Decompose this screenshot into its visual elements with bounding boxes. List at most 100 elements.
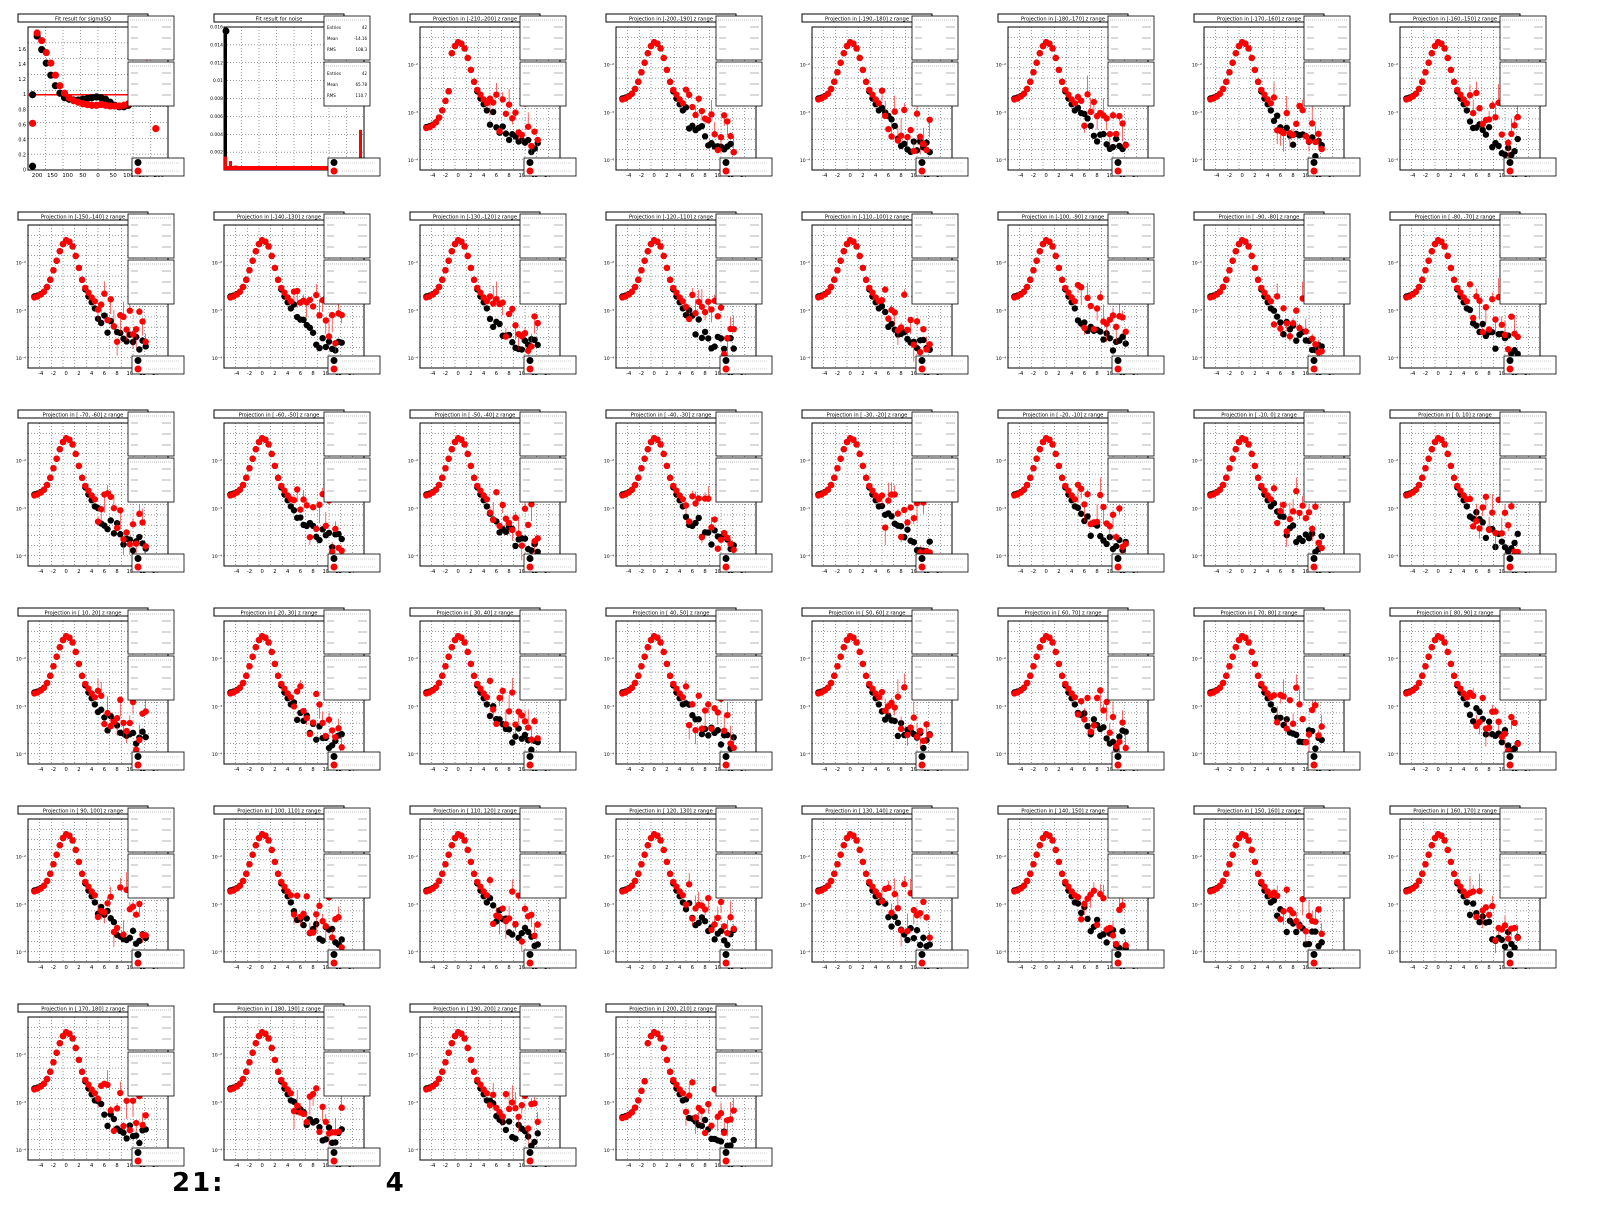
legend-marker-black bbox=[722, 357, 730, 364]
x-tick-label: -2 bbox=[1227, 173, 1232, 179]
x-tick-label: -2 bbox=[51, 767, 56, 773]
data-point-red bbox=[901, 684, 908, 691]
data-point-red bbox=[1299, 106, 1306, 114]
y-tick-label: 10⁻² bbox=[408, 657, 418, 663]
data-point-red bbox=[461, 639, 468, 646]
data-point-red bbox=[1084, 294, 1091, 302]
x-tick-label: 8 bbox=[311, 569, 314, 575]
data-point-red bbox=[82, 680, 89, 688]
data-point-red bbox=[916, 348, 924, 356]
x-tick-label: 4 bbox=[678, 569, 682, 575]
data-point-black bbox=[705, 335, 712, 342]
data-point-red bbox=[907, 316, 914, 324]
data-point-red bbox=[1422, 465, 1429, 472]
data-point-red bbox=[322, 522, 330, 530]
y-tick-label: 10⁻⁴ bbox=[1388, 752, 1398, 758]
legend-marker-red bbox=[722, 761, 730, 769]
data-point-black bbox=[1103, 141, 1110, 148]
data-point-black bbox=[1485, 718, 1493, 725]
data-point-red bbox=[82, 878, 89, 886]
data-point-red bbox=[1289, 720, 1297, 727]
y-tick-label: 10⁻² bbox=[212, 855, 222, 861]
data-point-black bbox=[881, 308, 889, 316]
x-tick-label: 2 bbox=[77, 965, 80, 971]
data-point-black bbox=[486, 315, 494, 323]
data-point-red bbox=[75, 462, 83, 470]
data-point-red bbox=[50, 663, 57, 670]
data-point-red bbox=[1242, 436, 1249, 443]
data-point-red bbox=[679, 496, 687, 503]
data-point-red bbox=[512, 322, 519, 329]
chart-panel-8: Projection in [-150,-140] z range10⁻²10⁻… bbox=[16, 211, 185, 377]
data-point-red bbox=[1302, 739, 1310, 746]
data-point-black bbox=[1498, 538, 1506, 545]
y-tick-label: 10⁻² bbox=[1192, 657, 1202, 663]
data-point-red bbox=[1106, 523, 1114, 530]
data-point-red bbox=[1081, 324, 1088, 332]
legend-marker-black bbox=[526, 357, 534, 364]
data-point-red bbox=[69, 441, 76, 448]
data-point-red bbox=[313, 291, 320, 299]
x-tick-label: -2 bbox=[443, 371, 448, 377]
data-point-red bbox=[439, 474, 446, 482]
chart-title: Projection in [-110,-100] z range bbox=[825, 214, 909, 220]
data-point-red bbox=[474, 284, 481, 292]
data-point-red bbox=[60, 89, 69, 97]
data-point-red bbox=[445, 653, 452, 660]
chart-panel-9: Projection in [-140,-130] z range10⁻²10⁻… bbox=[212, 211, 381, 377]
data-point-red bbox=[117, 507, 124, 514]
x-tick-label: 4 bbox=[90, 767, 94, 773]
x-tick-label: -2 bbox=[1227, 767, 1232, 773]
data-point-red bbox=[1447, 264, 1455, 272]
data-point-red bbox=[1489, 509, 1496, 516]
x-tick-label: -2 bbox=[247, 569, 252, 575]
data-point-red bbox=[94, 687, 102, 694]
data-point-red bbox=[1447, 462, 1455, 470]
y-tick-label: 10⁻² bbox=[1192, 459, 1202, 465]
data-point-black bbox=[1479, 126, 1486, 134]
data-point-red bbox=[439, 672, 446, 680]
data-point-red bbox=[47, 59, 55, 67]
data-point-red bbox=[1457, 289, 1464, 296]
data-point-red bbox=[840, 50, 848, 57]
data-point-red bbox=[1318, 348, 1325, 355]
x-tick-label: 0 bbox=[96, 173, 100, 179]
data-point-red bbox=[1277, 507, 1284, 515]
data-point-red bbox=[1283, 528, 1290, 535]
x-tick-label: -4 bbox=[430, 767, 436, 773]
data-point-red bbox=[123, 326, 130, 333]
data-point-black bbox=[97, 706, 105, 713]
data-point-red bbox=[113, 924, 121, 932]
data-point-red bbox=[1463, 694, 1471, 701]
data-point-red bbox=[926, 341, 933, 348]
y-tick-label: 10⁻⁴ bbox=[604, 356, 614, 362]
data-point-red bbox=[91, 298, 99, 305]
data-point-red bbox=[666, 672, 674, 680]
data-point-red bbox=[1261, 487, 1268, 494]
x-tick-label: 4 bbox=[482, 767, 486, 773]
data-point-red bbox=[458, 238, 465, 245]
x-tick-label: -2 bbox=[1423, 767, 1428, 773]
x-tick-label: 4 bbox=[482, 371, 486, 377]
data-point-red bbox=[129, 331, 137, 338]
y-tick-label: 10⁻³ bbox=[212, 704, 222, 710]
data-point-red bbox=[293, 892, 301, 899]
y-tick-label: 10⁻² bbox=[996, 657, 1006, 663]
data-point-red bbox=[136, 308, 143, 315]
data-point-red bbox=[660, 252, 667, 260]
data-point-red bbox=[1030, 663, 1037, 670]
data-point-red bbox=[869, 91, 876, 98]
data-point-black bbox=[682, 513, 690, 521]
data-point-red bbox=[252, 446, 260, 453]
legend-marker-red bbox=[526, 365, 534, 373]
data-point-red bbox=[1501, 331, 1509, 339]
data-point-red bbox=[499, 687, 506, 695]
data-point-red bbox=[1267, 100, 1275, 107]
chart-panel-7: Projection in [-160,-150] z range10⁻²10⁻… bbox=[1388, 13, 1557, 179]
y-tick-label: 0.014 bbox=[210, 42, 223, 48]
data-point-red bbox=[278, 878, 285, 886]
data-point-red bbox=[888, 699, 895, 706]
data-point-black bbox=[1318, 736, 1325, 744]
legend-marker-black bbox=[134, 753, 142, 760]
data-point-red bbox=[493, 720, 500, 728]
